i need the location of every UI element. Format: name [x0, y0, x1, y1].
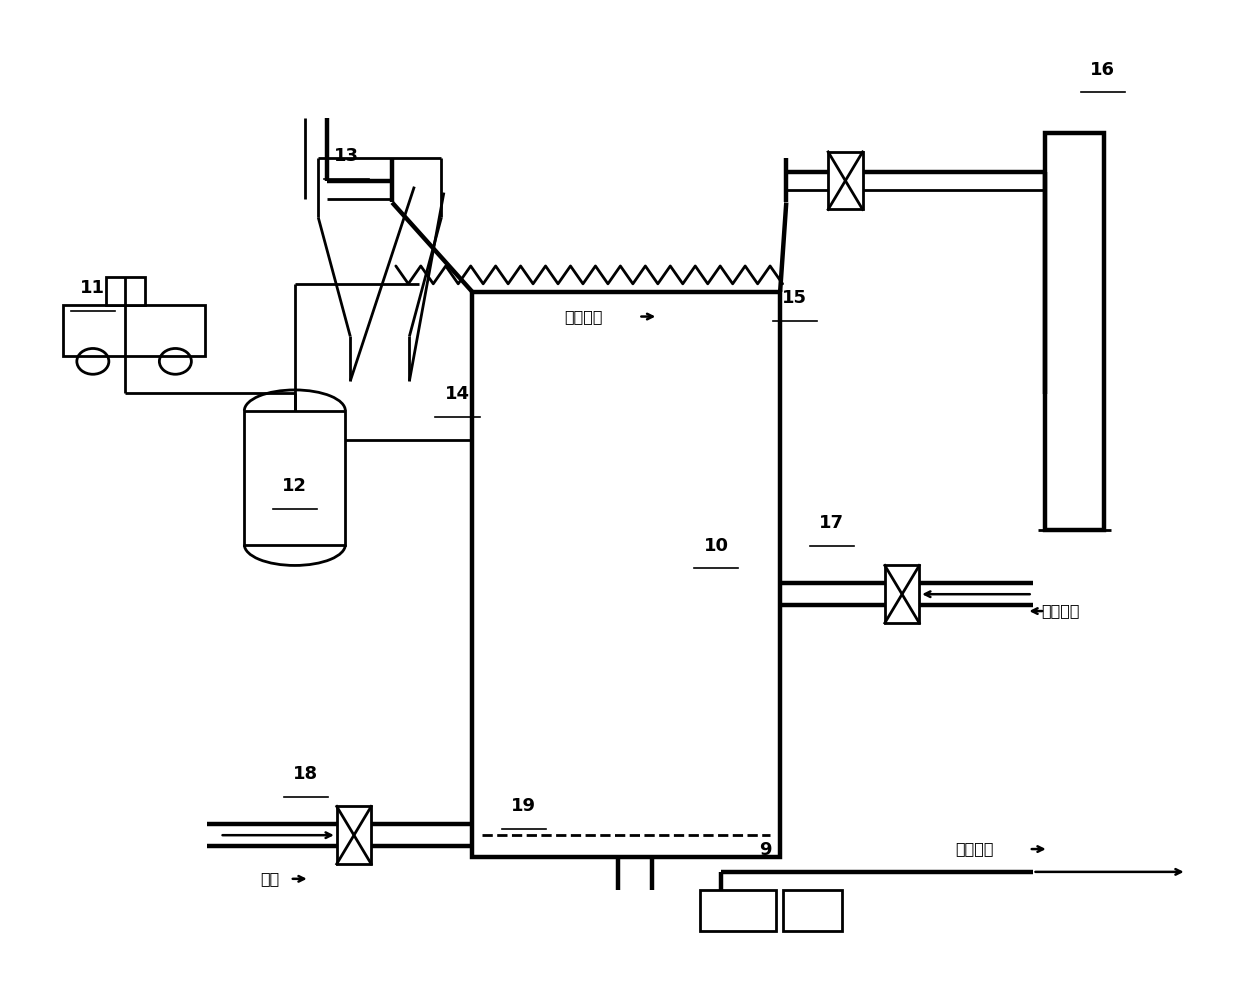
Bar: [885, 565, 919, 623]
Bar: [105, 277, 145, 305]
Text: 11: 11: [81, 279, 105, 297]
Text: 空气: 空气: [260, 871, 279, 886]
Text: 13: 13: [334, 147, 360, 165]
Bar: [782, 890, 842, 931]
Bar: [701, 890, 776, 931]
Text: 10: 10: [703, 537, 729, 555]
Bar: [1045, 133, 1104, 530]
Bar: [244, 411, 345, 545]
Text: 15: 15: [782, 289, 807, 307]
Text: 9: 9: [759, 841, 771, 859]
Bar: [337, 806, 371, 864]
Bar: [828, 152, 863, 209]
Bar: [63, 305, 205, 356]
Text: 17: 17: [820, 514, 844, 532]
Text: 14: 14: [445, 385, 470, 403]
Text: 18: 18: [294, 765, 319, 783]
Text: 脱硫烟气: 脱硫烟气: [564, 309, 603, 324]
Text: 含硫烟气: 含硫烟气: [1042, 604, 1080, 619]
Text: 12: 12: [283, 477, 308, 495]
Bar: [472, 292, 780, 857]
Text: 16: 16: [1090, 61, 1115, 79]
Text: 脱硫石膏: 脱硫石膏: [955, 842, 993, 857]
Text: 19: 19: [511, 797, 537, 815]
